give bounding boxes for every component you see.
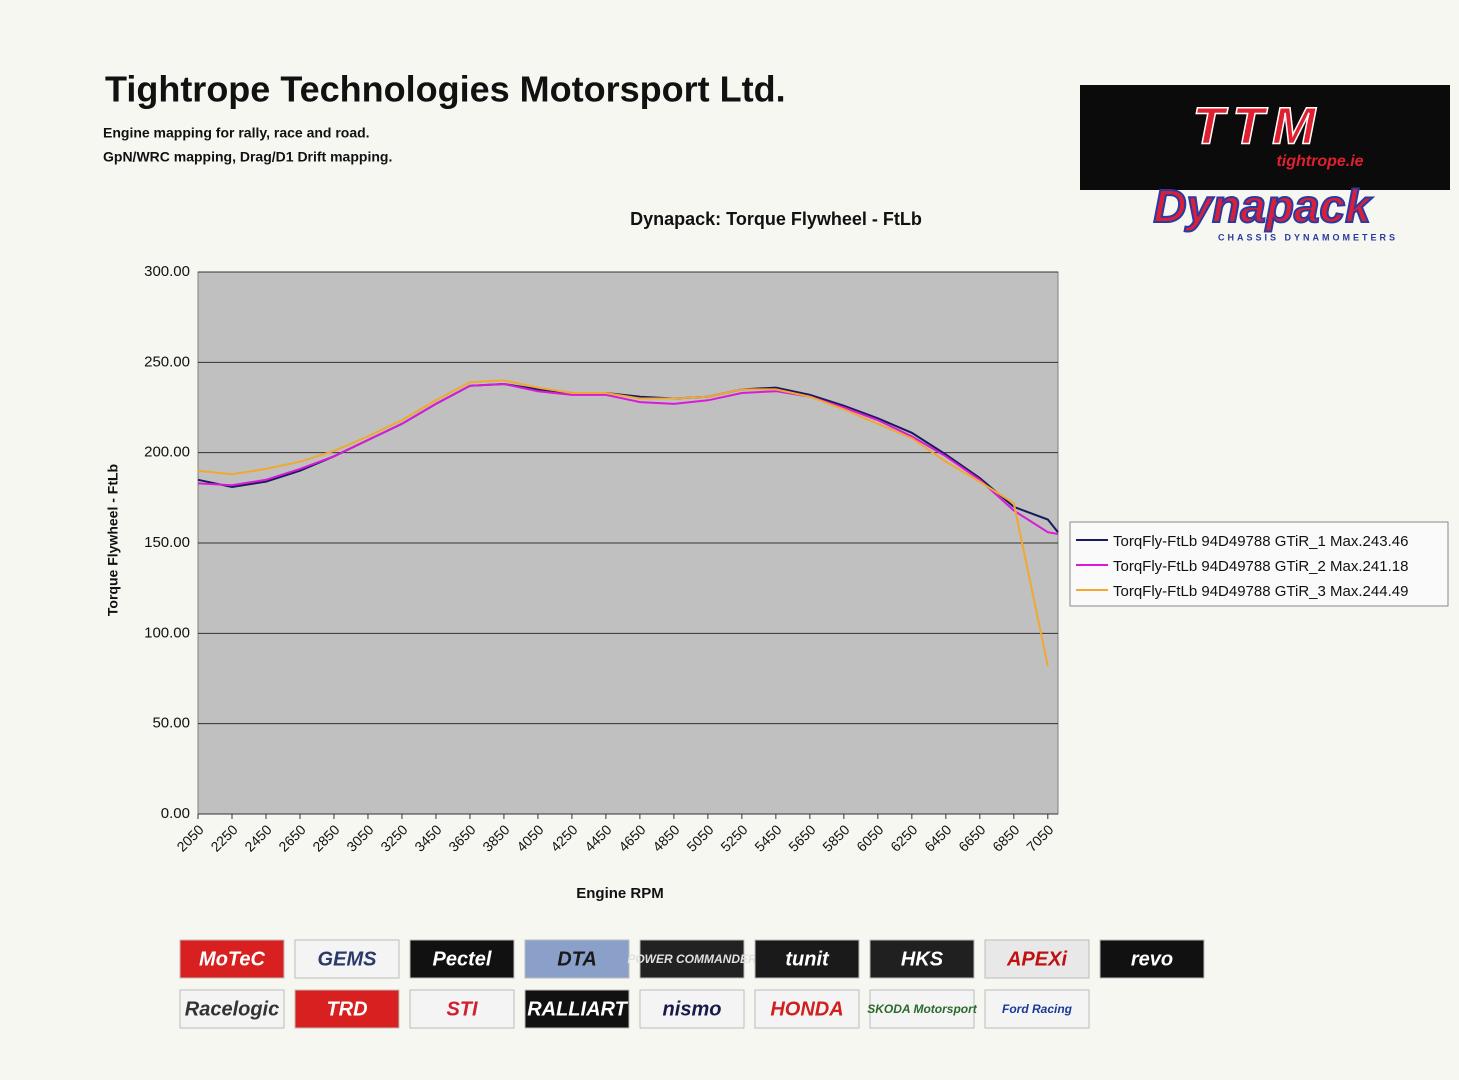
sponsor-logo-text: TRD xyxy=(326,998,367,1020)
page-subtitle: GpN/WRC mapping, Drag/D1 Drift mapping. xyxy=(103,149,392,165)
y-tick-label: 100.00 xyxy=(144,624,190,641)
sponsor-logo xyxy=(179,939,285,979)
dynapack-logo: Dynapack xyxy=(1153,180,1373,232)
sponsor-logo-text: Ford Racing xyxy=(1002,1002,1073,1016)
page-title: Tightrope Technologies Motorsport Ltd. xyxy=(105,69,786,110)
sponsor-logo xyxy=(179,989,285,1029)
sponsor-logo-text: MoTeC xyxy=(199,948,265,970)
sponsor-logo-text: HONDA xyxy=(770,998,843,1020)
sponsor-logo-text: SKODA Motorsport xyxy=(867,1002,978,1016)
y-tick-label: 150.00 xyxy=(144,534,190,551)
sponsor-logo xyxy=(984,989,1090,1029)
y-tick-label: 200.00 xyxy=(144,444,190,461)
sponsor-logo-text: STI xyxy=(446,998,478,1020)
page-subtitle: Engine mapping for rally, race and road. xyxy=(103,125,370,141)
y-tick-label: 250.00 xyxy=(144,353,190,370)
sponsor-logo xyxy=(754,989,860,1029)
sponsor-logo xyxy=(524,989,630,1029)
series-line xyxy=(197,382,1059,535)
sponsor-logo xyxy=(409,939,515,979)
y-tick-label: 300.00 xyxy=(144,263,190,280)
sponsor-logo-text: POWER COMMANDER xyxy=(627,952,757,966)
sponsor-logo-text: revo xyxy=(1131,948,1173,970)
sponsor-logo-text: GEMS xyxy=(318,948,378,970)
x-axis-title: Engine RPM xyxy=(576,885,664,902)
sponsor-logo xyxy=(524,939,630,979)
legend-label: TorqFly-FtLb 94D49788 GTiR_2 Max.241.18 xyxy=(1113,558,1408,575)
sponsor-logo-text: Racelogic xyxy=(185,998,279,1020)
sponsor-logo xyxy=(754,939,860,979)
y-tick-label: 50.00 xyxy=(152,715,190,732)
chart-title: Dynapack: Torque Flywheel - FtLb xyxy=(630,209,922,229)
sponsor-logo-text: HKS xyxy=(901,948,944,970)
sponsor-logo xyxy=(294,939,400,979)
sponsor-logo-text: nismo xyxy=(663,998,722,1020)
ttm-site: tightrope.ie xyxy=(1276,153,1363,170)
dynapack-sub: CHASSIS DYNAMOMETERS xyxy=(1218,232,1398,242)
y-axis-title: Torque Flywheel - FtLb xyxy=(105,464,121,616)
sponsor-logo xyxy=(294,989,400,1029)
sponsor-logo xyxy=(984,939,1090,979)
legend-box xyxy=(1069,521,1449,607)
sponsor-logo-text: DTA xyxy=(557,948,597,970)
sponsor-logo xyxy=(639,939,745,979)
sponsor-logo xyxy=(1099,939,1205,979)
sponsor-logo xyxy=(869,939,975,979)
series-line xyxy=(197,379,1049,667)
sponsor-logo-text: Pectel xyxy=(433,948,492,970)
ttm-logo xyxy=(1080,85,1450,190)
sponsor-logo-text: APEXi xyxy=(1006,948,1067,970)
sponsor-logo-text: tunit xyxy=(785,948,830,970)
legend-label: TorqFly-FtLb 94D49788 GTiR_1 Max.243.46 xyxy=(1113,533,1408,550)
ttm-logo-text: TTM xyxy=(1193,98,1324,156)
sponsor-logo-text: RALLIART xyxy=(527,998,628,1020)
y-tick-label: 0.00 xyxy=(161,805,190,822)
sponsor-logo xyxy=(639,989,745,1029)
legend-label: TorqFly-FtLb 94D49788 GTiR_3 Max.244.49 xyxy=(1113,583,1408,600)
sponsor-logo xyxy=(409,989,515,1029)
sponsor-logo xyxy=(869,989,975,1029)
